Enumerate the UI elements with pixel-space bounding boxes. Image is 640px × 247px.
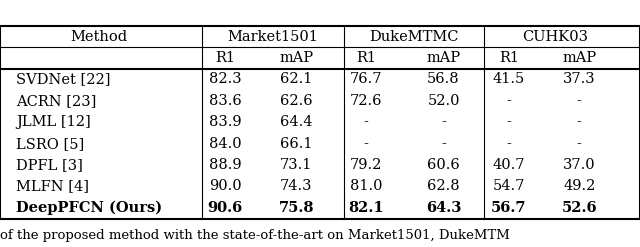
Text: -: - (577, 137, 582, 151)
Text: of the proposed method with the state-of-the-art on Market1501, DukeMTM: of the proposed method with the state-of… (0, 229, 510, 242)
Text: 52.0: 52.0 (428, 94, 460, 108)
Text: 56.8: 56.8 (428, 72, 460, 86)
Text: 37.0: 37.0 (563, 158, 595, 172)
Text: -: - (506, 115, 511, 129)
Text: -: - (506, 137, 511, 151)
Text: 37.3: 37.3 (563, 72, 595, 86)
Text: 79.2: 79.2 (350, 158, 382, 172)
Text: 82.3: 82.3 (209, 72, 241, 86)
Text: -: - (441, 115, 446, 129)
Text: R1: R1 (356, 51, 376, 65)
Text: Market1501: Market1501 (227, 30, 318, 44)
Text: mAP: mAP (279, 51, 314, 65)
Text: 60.6: 60.6 (427, 158, 460, 172)
Text: DPFL [3]: DPFL [3] (16, 158, 83, 172)
Text: 74.3: 74.3 (280, 180, 312, 193)
Text: 64.3: 64.3 (426, 201, 461, 215)
Text: 83.6: 83.6 (209, 94, 242, 108)
Text: CUHK03: CUHK03 (522, 30, 588, 44)
Text: 40.7: 40.7 (493, 158, 525, 172)
Text: 84.0: 84.0 (209, 137, 241, 151)
Text: 88.9: 88.9 (209, 158, 241, 172)
Text: R1: R1 (215, 51, 236, 65)
Text: 64.4: 64.4 (280, 115, 312, 129)
Text: ACRN [23]: ACRN [23] (16, 94, 97, 108)
Text: -: - (364, 137, 369, 151)
Text: SVDNet [22]: SVDNet [22] (16, 72, 111, 86)
Text: 52.6: 52.6 (561, 201, 597, 215)
Text: 75.8: 75.8 (278, 201, 314, 215)
Text: MLFN [4]: MLFN [4] (16, 180, 89, 193)
Text: R1: R1 (499, 51, 519, 65)
Text: -: - (577, 115, 582, 129)
Text: DeepPFCN (Ours): DeepPFCN (Ours) (16, 201, 162, 215)
Bar (0, 26, 640, 219)
Text: 90.6: 90.6 (207, 201, 243, 215)
Text: 81.0: 81.0 (350, 180, 382, 193)
Text: Method: Method (70, 30, 128, 44)
Text: 66.1: 66.1 (280, 137, 312, 151)
Text: 90.0: 90.0 (209, 180, 241, 193)
Text: 54.7: 54.7 (493, 180, 525, 193)
Text: JLML [12]: JLML [12] (16, 115, 91, 129)
Text: DukeMTMC: DukeMTMC (369, 30, 459, 44)
Text: mAP: mAP (426, 51, 461, 65)
Text: -: - (364, 115, 369, 129)
Text: 73.1: 73.1 (280, 158, 312, 172)
Text: -: - (441, 137, 446, 151)
Text: 76.7: 76.7 (350, 72, 382, 86)
Text: 72.6: 72.6 (350, 94, 382, 108)
Text: 62.1: 62.1 (280, 72, 312, 86)
Text: 83.9: 83.9 (209, 115, 241, 129)
Text: 41.5: 41.5 (493, 72, 525, 86)
Text: 56.7: 56.7 (491, 201, 527, 215)
Text: 49.2: 49.2 (563, 180, 595, 193)
Text: 82.1: 82.1 (348, 201, 384, 215)
Text: mAP: mAP (562, 51, 596, 65)
Text: -: - (506, 94, 511, 108)
Text: -: - (577, 94, 582, 108)
Text: LSRO [5]: LSRO [5] (16, 137, 84, 151)
Text: 62.8: 62.8 (428, 180, 460, 193)
Text: 62.6: 62.6 (280, 94, 312, 108)
